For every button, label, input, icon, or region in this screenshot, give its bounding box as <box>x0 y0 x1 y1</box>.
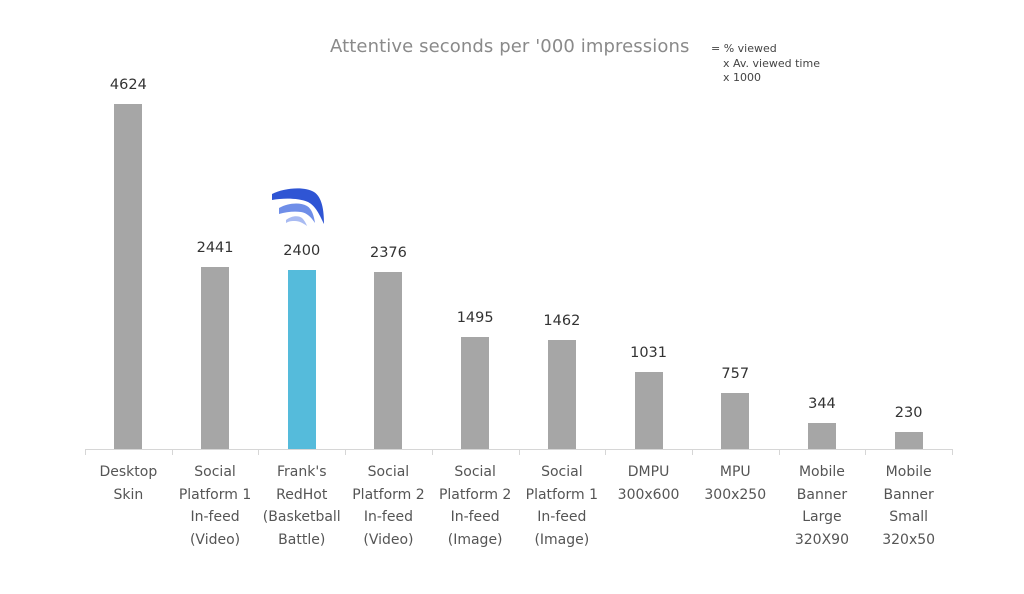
category-label: DMPU 300x600 <box>606 461 692 506</box>
category-label-line: DMPU <box>627 464 670 480</box>
bar-value-label: 2400 <box>283 242 321 259</box>
bar-value-label: 1462 <box>543 312 581 329</box>
bar <box>201 266 230 449</box>
axis-tick <box>605 449 607 455</box>
category-label-line: 320X90 <box>794 531 849 548</box>
category-label-line: Banner <box>796 486 848 503</box>
bar <box>114 104 143 449</box>
category-label-line: Mobile <box>885 464 932 480</box>
bar-value-label: 2441 <box>196 239 234 256</box>
bar-value-label: 1495 <box>456 310 494 327</box>
bar-value-label: 1031 <box>630 345 667 362</box>
category-label-line: Banner <box>883 486 934 503</box>
category-label: MPU 300x250 <box>692 461 778 506</box>
formula-annotation: = % viewed x Av. viewed time x 1000 <box>711 42 820 86</box>
category-label-line: Frank's <box>277 464 327 480</box>
category-label: Frank's RedHot (Basketball Battle) <box>259 461 345 551</box>
category-label-line: Platform 2 <box>352 486 425 503</box>
axis-tick <box>431 449 433 455</box>
axis-tick <box>171 449 173 455</box>
bar-value-label: 230 <box>894 404 923 421</box>
category-label: Mobile Banner Small 320x50 <box>866 461 952 551</box>
category-label-line: Platform 2 <box>438 486 512 503</box>
bar <box>374 271 403 449</box>
axis-tick <box>518 449 520 455</box>
category-label-line: MPU <box>719 464 751 480</box>
bar <box>807 423 836 449</box>
category-label-line: In-feed <box>190 509 240 525</box>
category-label-line: Platform 1 <box>525 486 599 503</box>
axis-tick <box>778 449 780 455</box>
bar <box>721 392 750 449</box>
bar <box>287 269 316 449</box>
axis-tick <box>85 449 86 455</box>
axis-tick <box>258 449 260 455</box>
axis-tick <box>691 449 693 455</box>
bar <box>634 372 663 449</box>
axis-tick <box>345 449 347 455</box>
category-label-line: Social <box>194 464 236 480</box>
brand-logo-icon <box>272 188 324 226</box>
category-label-line: (Image) <box>447 531 503 548</box>
bar <box>461 337 490 449</box>
bar <box>894 431 923 449</box>
category-label-line: Battle) <box>278 531 326 548</box>
category-label-line: In-feed <box>450 509 500 525</box>
category-label-line: 320x50 <box>882 531 936 548</box>
category-label: Social Platform 1 In-feed (Video) <box>172 461 258 551</box>
formula-line: x 1000 <box>723 71 762 84</box>
category-label-line: RedHot <box>276 486 328 503</box>
category-label-line: 300x250 <box>704 486 767 503</box>
category-label: Social Platform 2 In-feed (Image) <box>432 461 518 551</box>
formula-line: = % viewed <box>711 42 777 55</box>
bar-value-label: 757 <box>721 365 750 382</box>
bar-value-label: 2376 <box>369 244 407 261</box>
formula-line: x Av. viewed time <box>723 56 820 70</box>
category-label-line: Social <box>541 464 583 480</box>
category-label: Desktop Skin <box>85 461 171 506</box>
chart-title: Attentive seconds per '000 impressions <box>330 36 690 57</box>
category-label-line: In-feed <box>537 509 587 525</box>
bar-value-label: 4624 <box>109 77 147 93</box>
category-label-line: 300x600 <box>617 486 680 503</box>
category-label-line: Large <box>802 509 842 525</box>
bar-value-label: 344 <box>808 396 836 413</box>
category-label-line: Mobile <box>798 464 845 480</box>
category-label-line: Social <box>367 464 410 480</box>
axis-tick <box>952 449 953 455</box>
category-label-line: (Basketball <box>262 509 341 525</box>
category-label-line: (Video) <box>189 531 241 548</box>
category-label-line: Skin <box>113 486 144 503</box>
category-label-line: Desktop <box>99 464 158 480</box>
category-label-line: Platform 1 <box>178 486 252 503</box>
axis-tick <box>865 449 867 455</box>
category-label-line: (Video) <box>363 531 414 548</box>
category-label-line: Small <box>889 509 929 525</box>
category-label: Social Platform 1 In-feed (Image) <box>519 461 605 551</box>
category-label-line: Social <box>454 464 496 480</box>
category-label-line: In-feed <box>363 509 413 525</box>
category-label: Mobile Banner Large 320X90 <box>779 461 865 551</box>
category-label: Social Platform 2 In-feed (Video) <box>345 461 431 551</box>
category-label-line: (Image) <box>534 531 590 548</box>
bar <box>547 339 576 449</box>
